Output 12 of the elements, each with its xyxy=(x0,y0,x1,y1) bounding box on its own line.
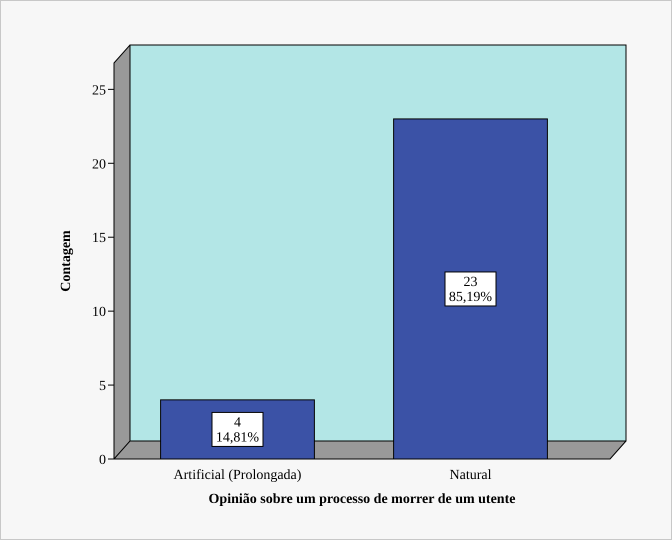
x-tick-label: Artificial (Prolongada) xyxy=(174,468,302,483)
y-tick-label: 0 xyxy=(99,453,106,468)
y-axis-title: Contagem xyxy=(59,230,74,292)
x-tick-label: Natural xyxy=(450,468,492,483)
y-tick-label: 5 xyxy=(99,379,106,394)
data-label: 23 85,19% xyxy=(448,274,492,305)
x-axis-title: Opinião sobre um processo de morrer de um utente xyxy=(208,492,516,507)
y-tick-label: 15 xyxy=(92,231,106,246)
y-tick-label: 20 xyxy=(92,157,106,172)
y-tick-label: 10 xyxy=(92,305,106,320)
data-label: 4 14,81% xyxy=(216,415,260,446)
y-tick-label: 25 xyxy=(92,83,106,98)
